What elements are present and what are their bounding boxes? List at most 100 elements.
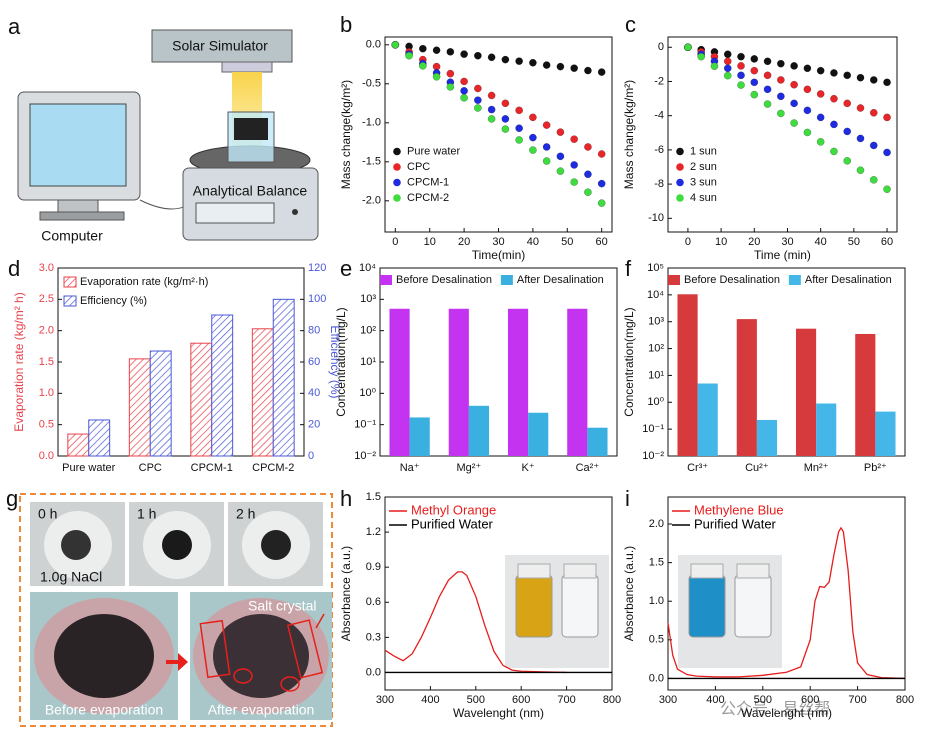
x-tick-label: 400 <box>706 694 724 706</box>
point <box>501 55 510 64</box>
point <box>856 166 865 175</box>
panel-label: c <box>625 12 636 37</box>
point <box>816 90 825 98</box>
legend-marker <box>393 163 401 171</box>
bar <box>88 419 111 457</box>
inset-photos <box>505 555 782 668</box>
x-tick-label: CPC <box>139 462 162 474</box>
y-tick-label: 10³ <box>648 316 664 328</box>
x-tick-label: Pb²⁺ <box>864 462 887 474</box>
x-tick-label: CPCM-2 <box>252 462 294 474</box>
x-tick-label: 600 <box>801 694 819 706</box>
legend-label: Purified Water <box>411 516 494 531</box>
point <box>515 124 523 133</box>
y-tick-label: 2.5 <box>39 293 54 305</box>
point <box>830 147 838 156</box>
x-tick-label: 800 <box>603 694 621 706</box>
panel-label: d <box>8 256 20 281</box>
point <box>391 40 400 49</box>
y2-tick-label: 120 <box>308 262 326 274</box>
x-tick-label: 20 <box>748 236 760 248</box>
point <box>501 115 510 123</box>
point <box>570 161 579 169</box>
point <box>542 61 551 69</box>
x-tick-label: 600 <box>512 694 530 706</box>
point <box>529 58 537 67</box>
bar <box>190 342 213 457</box>
sample <box>54 614 154 698</box>
point <box>432 72 441 81</box>
point <box>405 51 413 60</box>
legend-label: Pure water <box>407 145 461 157</box>
point <box>856 73 865 82</box>
y-tick-label: 0.5 <box>649 634 664 646</box>
point <box>856 104 865 112</box>
salt-circle <box>280 676 300 692</box>
legend-label: Purified Water <box>694 516 777 531</box>
screen <box>29 103 127 187</box>
point <box>487 91 496 100</box>
point <box>790 99 798 108</box>
bar <box>128 358 151 457</box>
x-tick-label: 400 <box>421 694 439 706</box>
label-solar: Solar Simulator <box>172 38 268 54</box>
salt-crystal-label: Salt crystal <box>248 598 316 614</box>
x-tick-label: 50 <box>848 236 860 248</box>
x-tick-label: 700 <box>557 694 575 706</box>
legend-label: CPCM-1 <box>407 176 449 188</box>
panel-label: b <box>340 12 352 37</box>
time-label: 1 h <box>137 506 156 522</box>
point <box>843 99 852 108</box>
y2-tick-label: 80 <box>308 325 320 337</box>
point <box>597 150 606 158</box>
x-tick-label: 60 <box>881 236 893 248</box>
y-tick-label: -10 <box>648 212 664 224</box>
point <box>487 115 496 123</box>
bar <box>736 319 757 456</box>
balance-display <box>195 202 275 224</box>
y-tick-label: 10⁴ <box>647 289 664 301</box>
point <box>830 69 838 77</box>
point <box>710 62 719 71</box>
point <box>816 113 825 122</box>
x-tick-label: 300 <box>659 694 677 706</box>
point <box>460 93 468 102</box>
point <box>869 175 878 184</box>
point <box>776 59 785 68</box>
point <box>556 62 565 71</box>
point <box>446 83 455 91</box>
bar <box>795 328 817 456</box>
bar <box>409 417 430 456</box>
point <box>418 44 427 53</box>
y-tick-label: 0.0 <box>366 666 381 678</box>
legend-marker <box>676 147 684 156</box>
point <box>803 85 812 94</box>
point <box>723 50 732 59</box>
y-tick-label: 1.5 <box>39 356 54 368</box>
panel-label: e <box>340 256 352 281</box>
point <box>883 78 891 87</box>
point <box>843 71 852 80</box>
point <box>763 85 772 94</box>
point <box>446 69 455 78</box>
salt-circle <box>233 668 253 684</box>
bar <box>816 403 837 456</box>
point <box>869 76 878 84</box>
pointer <box>315 613 325 629</box>
point <box>556 152 565 161</box>
legend-marker <box>676 194 684 202</box>
x-tick-label: Mn²⁺ <box>804 462 829 474</box>
bar <box>389 308 410 456</box>
point <box>460 50 468 59</box>
plot-frame <box>667 267 906 457</box>
point <box>830 120 838 129</box>
y-tick-label: 0 <box>658 41 664 53</box>
y-tick-label: 10² <box>360 325 376 337</box>
y-tick-label: -2 <box>654 75 664 87</box>
point <box>830 94 838 103</box>
point <box>763 100 772 108</box>
point <box>803 106 812 115</box>
x-tick-label: 300 <box>376 694 394 706</box>
x-tick-label: 40 <box>527 236 539 248</box>
y-tick-label: 10⁰ <box>647 396 664 408</box>
